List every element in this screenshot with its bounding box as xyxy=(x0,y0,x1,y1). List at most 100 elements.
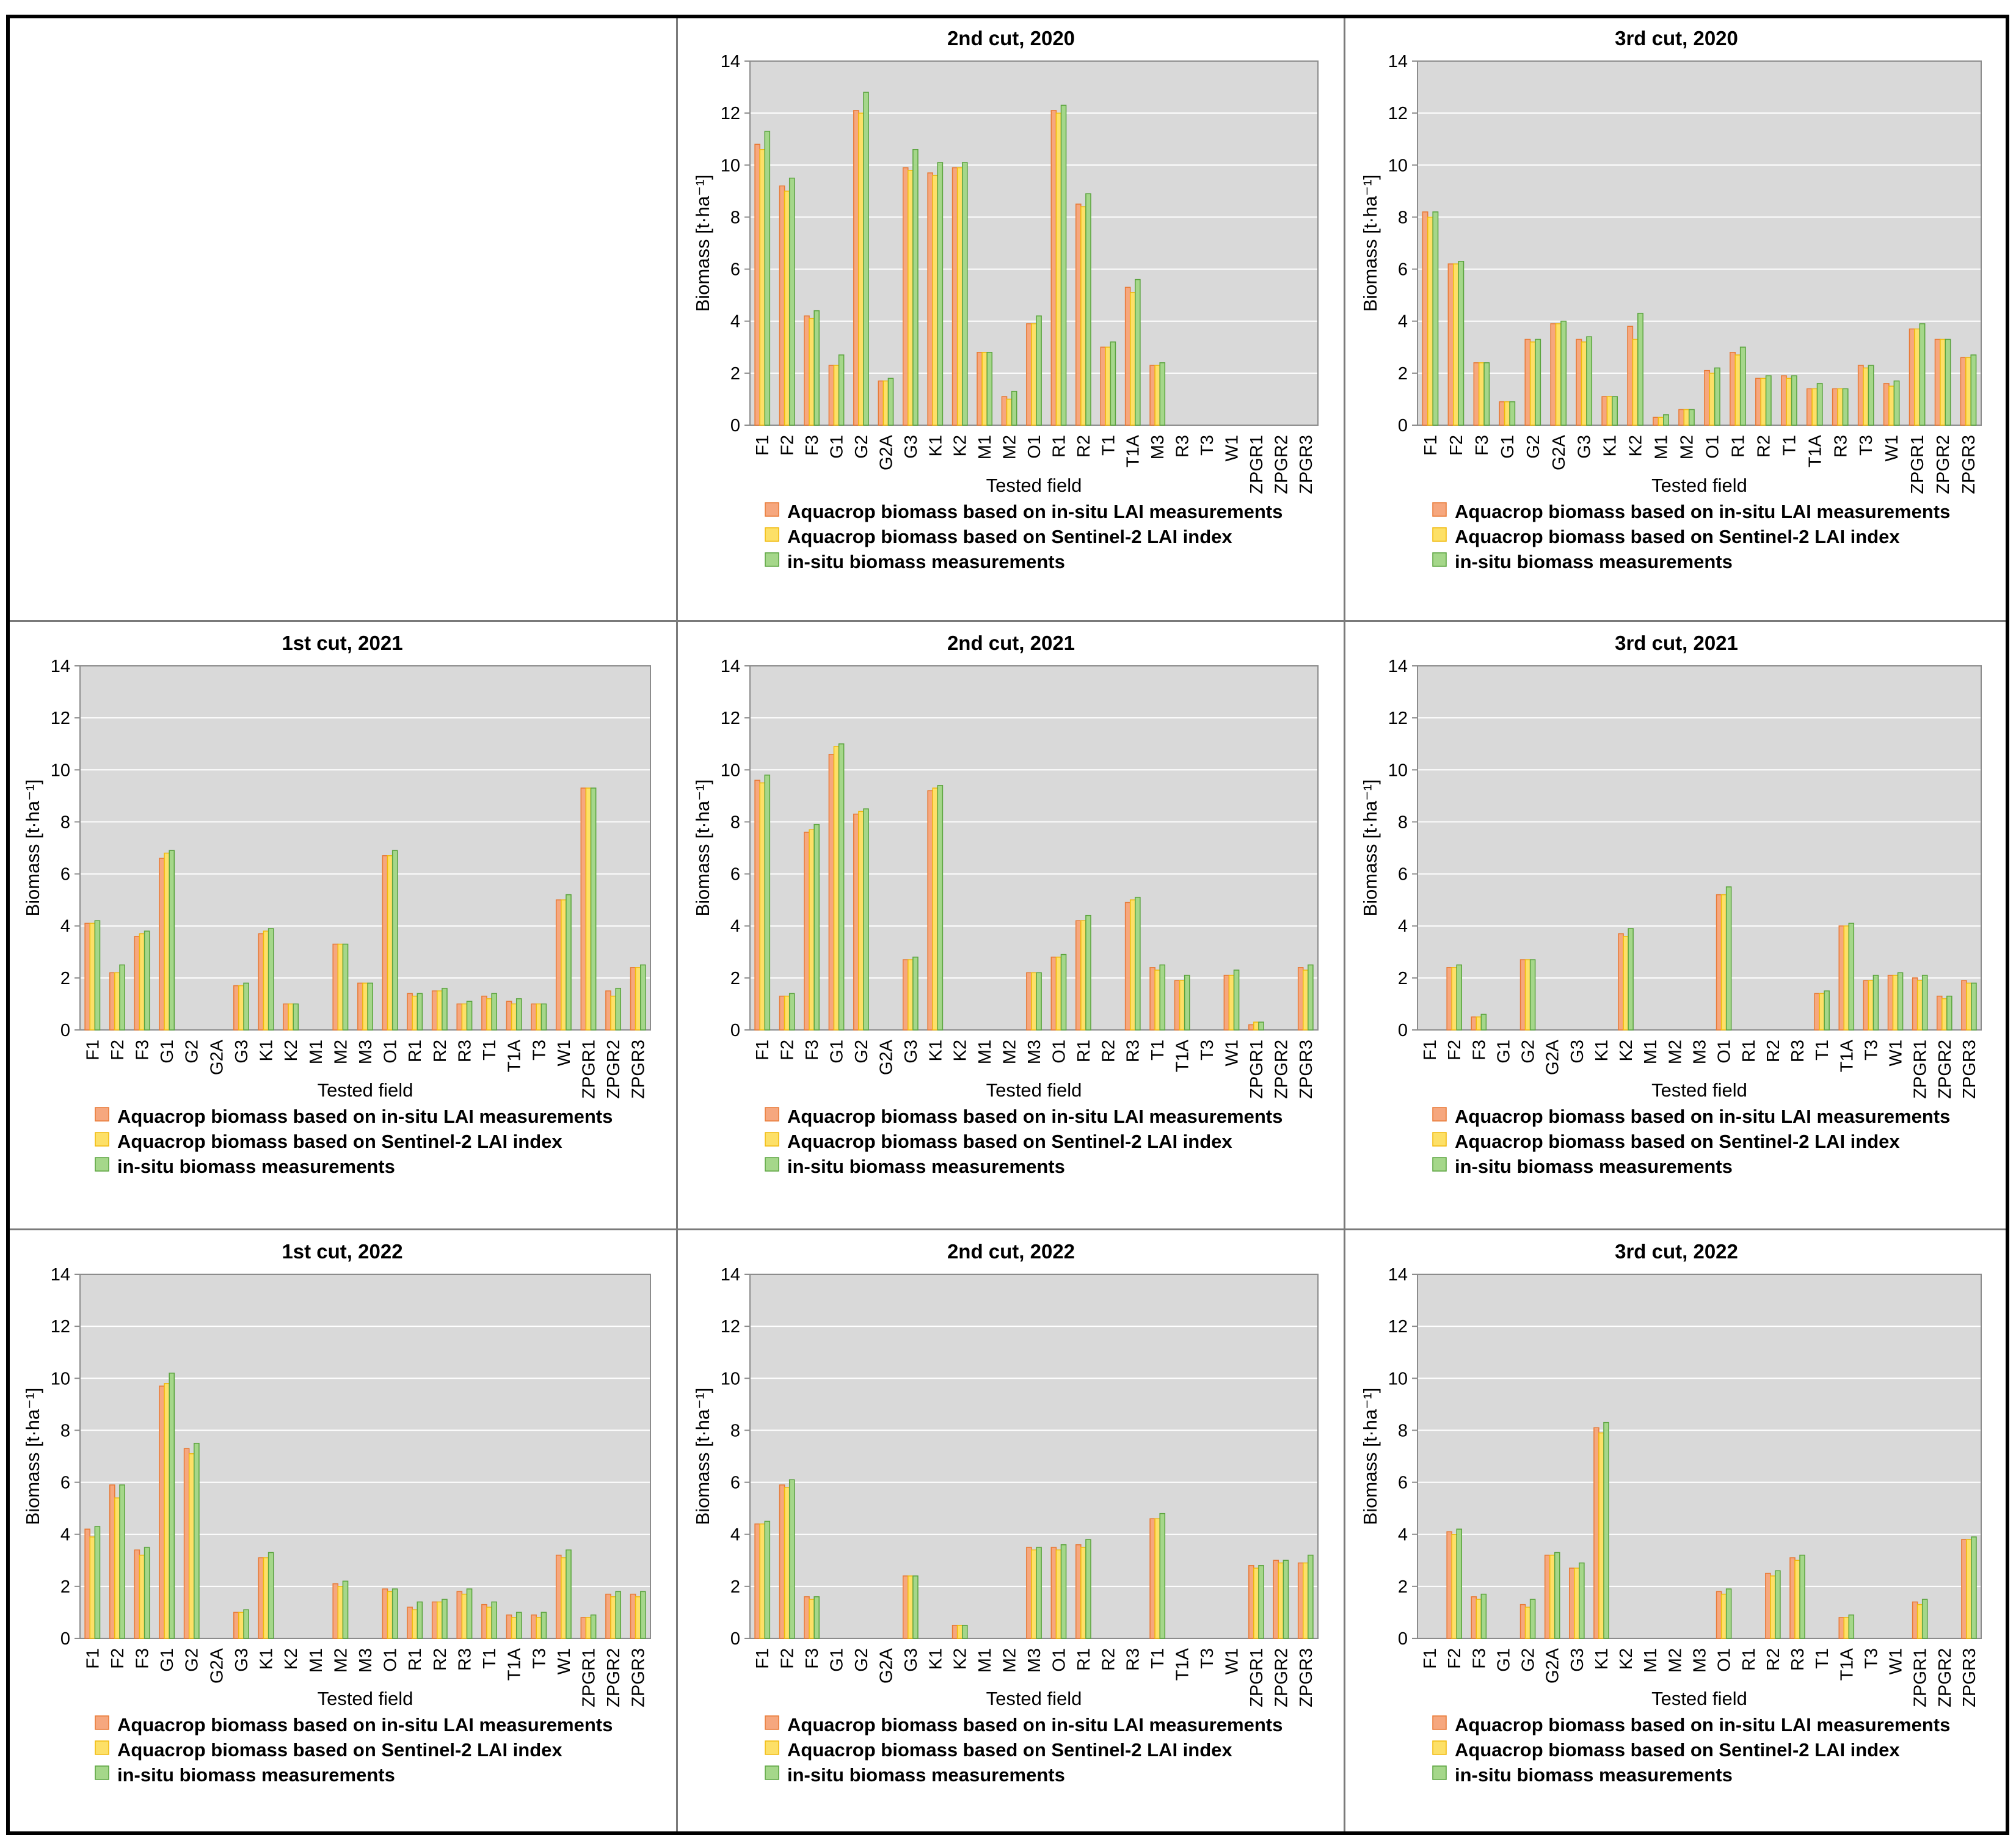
bar-F3-s3 xyxy=(144,1547,150,1639)
bar-T1A-s3 xyxy=(515,1611,522,1639)
legend-label-3: in-situ biomass measurements xyxy=(787,551,1065,572)
x-tick-label: M1 xyxy=(975,1040,995,1064)
x-tick-label: F2 xyxy=(778,1040,798,1060)
bar-K1-s2 xyxy=(932,175,939,426)
x-tick-label: T1A xyxy=(1837,1648,1857,1681)
bar-M2-s1 xyxy=(332,943,339,1031)
x-tick-label: ZPGR1 xyxy=(1247,1648,1267,1707)
legend-swatch-3 xyxy=(765,552,779,567)
chart-title: 1st cut, 2021 xyxy=(282,632,402,654)
bar-K1-s1 xyxy=(258,933,264,1031)
y-tick-label: 2 xyxy=(1398,1577,1408,1597)
bar-R2-s1 xyxy=(1765,1572,1771,1639)
legend-label-3: in-situ biomass measurements xyxy=(1455,1156,1733,1177)
x-tick-label: G1 xyxy=(828,435,847,459)
x-tick-label: G2 xyxy=(1519,1648,1538,1672)
x-tick-label: R1 xyxy=(406,1040,425,1062)
x-tick-label: ZPGR1 xyxy=(579,1648,599,1707)
bar-R2-s2 xyxy=(437,1601,443,1639)
bar-G1-s2 xyxy=(164,852,170,1031)
bar-M2-s2 xyxy=(337,1586,344,1639)
bar-G2A-s1 xyxy=(878,380,884,426)
x-tick-label: G1 xyxy=(1494,1040,1513,1064)
bar-R3-s2 xyxy=(461,1593,468,1639)
bar-M3-s3 xyxy=(1159,362,1166,426)
y-axis-label: Biomass [t·ha⁻¹] xyxy=(1359,779,1381,917)
x-tick-label: K2 xyxy=(1617,1040,1636,1061)
y-tick-label: 14 xyxy=(1388,52,1408,71)
x-tick-label: K2 xyxy=(951,1040,970,1061)
y-axis-label: Biomass [t·ha⁻¹] xyxy=(692,175,713,312)
bar-W1-s3 xyxy=(566,894,572,1031)
x-tick-label: O1 xyxy=(1715,1648,1734,1672)
bar-R3-s1 xyxy=(1832,388,1838,426)
bar-G1-s3 xyxy=(838,743,845,1031)
bar-ZPGR3-s1 xyxy=(630,1593,636,1639)
bar-G3-s2 xyxy=(238,1611,244,1639)
x-tick-label: M3 xyxy=(356,1040,376,1064)
bar-R2-s3 xyxy=(442,1599,448,1639)
x-tick-label: M2 xyxy=(1678,435,1697,459)
chart-title: 3rd cut, 2022 xyxy=(1615,1240,1738,1263)
x-tick-label: F1 xyxy=(1421,435,1441,456)
legend-swatch-2 xyxy=(765,1740,779,1755)
x-axis-label: Tested field xyxy=(986,1079,1082,1101)
legend-label-1: Aquacrop biomass based on in-situ LAI me… xyxy=(787,501,1283,522)
y-tick-label: 6 xyxy=(1398,1473,1408,1493)
y-tick-label: 2 xyxy=(730,364,740,384)
x-tick-label: R2 xyxy=(1099,1648,1118,1671)
bar-ZPGR3-s1 xyxy=(1297,967,1304,1031)
bar-G1-s2 xyxy=(833,365,840,426)
bar-T1A-s1 xyxy=(1174,980,1181,1031)
x-tick-label: M1 xyxy=(1641,1040,1661,1064)
x-tick-label: M2 xyxy=(331,1648,351,1673)
bar-G1-s1 xyxy=(159,1385,165,1639)
legend-swatch-3 xyxy=(765,1765,779,1780)
bar-T1-s2 xyxy=(1105,346,1112,426)
legend-swatch-1 xyxy=(1432,1715,1447,1730)
y-tick-label: 6 xyxy=(730,865,740,885)
x-tick-label: F2 xyxy=(1445,1648,1465,1669)
x-tick-label: G2A xyxy=(1543,1648,1563,1684)
bar-T1-s3 xyxy=(491,993,497,1031)
x-tick-label: W1 xyxy=(1222,1040,1242,1067)
x-tick-label: ZPGR3 xyxy=(629,1648,649,1707)
bar-R3-s1 xyxy=(456,1003,463,1031)
bar-F2-s1 xyxy=(1446,1531,1452,1639)
bar-G3-s1 xyxy=(902,959,909,1031)
x-tick-label: K1 xyxy=(257,1040,277,1061)
plot-area xyxy=(80,666,650,1030)
y-tick-label: 14 xyxy=(51,657,70,676)
bar-G2A-s3 xyxy=(887,378,894,426)
bar-F1-s3 xyxy=(94,920,101,1031)
bar-R3-s2 xyxy=(1129,899,1136,1031)
bar-T3-s1 xyxy=(1857,365,1864,426)
bar-F3-s1 xyxy=(804,831,810,1031)
x-tick-label: F1 xyxy=(83,1040,103,1060)
bar-O1-s2 xyxy=(387,855,393,1031)
x-tick-label: F3 xyxy=(802,1648,822,1669)
legend-label-1: Aquacrop biomass based on in-situ LAI me… xyxy=(787,1714,1283,1735)
bar-R3-s2 xyxy=(1837,388,1844,426)
y-tick-label: 10 xyxy=(1388,156,1408,175)
chart-title: 3rd cut, 2020 xyxy=(1615,27,1738,49)
plot-border xyxy=(1417,1274,1982,1639)
x-tick-label: T3 xyxy=(529,1040,549,1060)
x-tick-label: R1 xyxy=(1074,1040,1094,1062)
bar-R1-s1 xyxy=(407,993,413,1031)
bar-ZPGR1-s1 xyxy=(1912,1601,1918,1639)
bar-F2-s2 xyxy=(1452,263,1459,426)
bar-R2-s1 xyxy=(1075,203,1082,426)
bar-M1-s2 xyxy=(1658,417,1664,426)
bar-M3-s3 xyxy=(1036,972,1042,1031)
bar-ZPGR3-s2 xyxy=(1302,1562,1309,1639)
bar-K2-s2 xyxy=(956,167,963,426)
chart-title: 3rd cut, 2021 xyxy=(1615,632,1738,654)
bar-K2-s3 xyxy=(293,1003,299,1031)
x-tick-label: G1 xyxy=(158,1040,177,1064)
bar-O1-s1 xyxy=(1050,1547,1057,1639)
bar-G1-s1 xyxy=(828,365,835,426)
bar-R1-s2 xyxy=(412,995,418,1031)
bar-R1-s3 xyxy=(1085,914,1091,1031)
